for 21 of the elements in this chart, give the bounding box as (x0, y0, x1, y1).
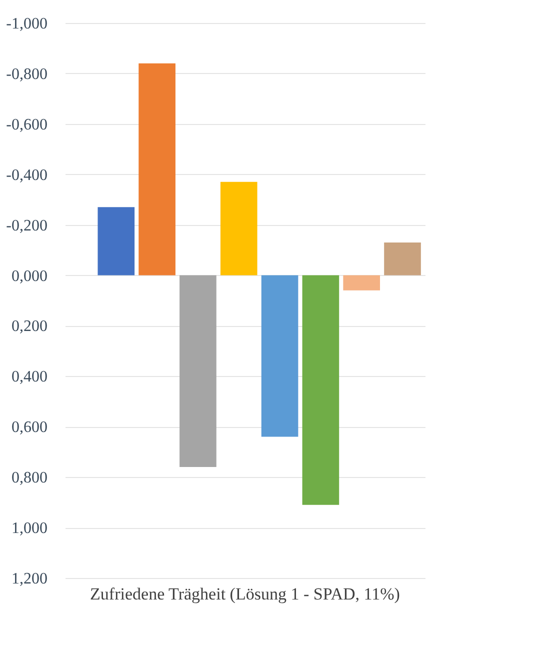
y-tick-label: 1,200 (12, 570, 48, 588)
y-tick-label: 0,600 (12, 419, 48, 436)
bar (261, 275, 298, 437)
bar (302, 275, 340, 505)
x-tick-label: Zufriedene Trägheit (Lösung 1 - SPAD, 11%) (90, 584, 400, 604)
bar (180, 275, 216, 467)
y-tick-label: -0,800 (6, 66, 48, 83)
y-tick-label: -0,200 (6, 217, 48, 234)
bar (220, 182, 258, 276)
y-tick-label: 0,400 (12, 368, 48, 386)
y-tick-label: 0,200 (12, 318, 48, 336)
y-tick-label: -0,600 (6, 116, 48, 134)
y-tick-label: 1,000 (12, 520, 48, 538)
y-tick-label: -0,400 (6, 166, 48, 184)
bar (343, 275, 380, 290)
y-tick-label: -1,000 (6, 16, 48, 32)
y-tick-label: 0,000 (12, 268, 48, 285)
bar (138, 63, 176, 276)
bar (98, 207, 135, 276)
bar (384, 242, 421, 276)
y-tick-label: 0,800 (12, 470, 48, 487)
